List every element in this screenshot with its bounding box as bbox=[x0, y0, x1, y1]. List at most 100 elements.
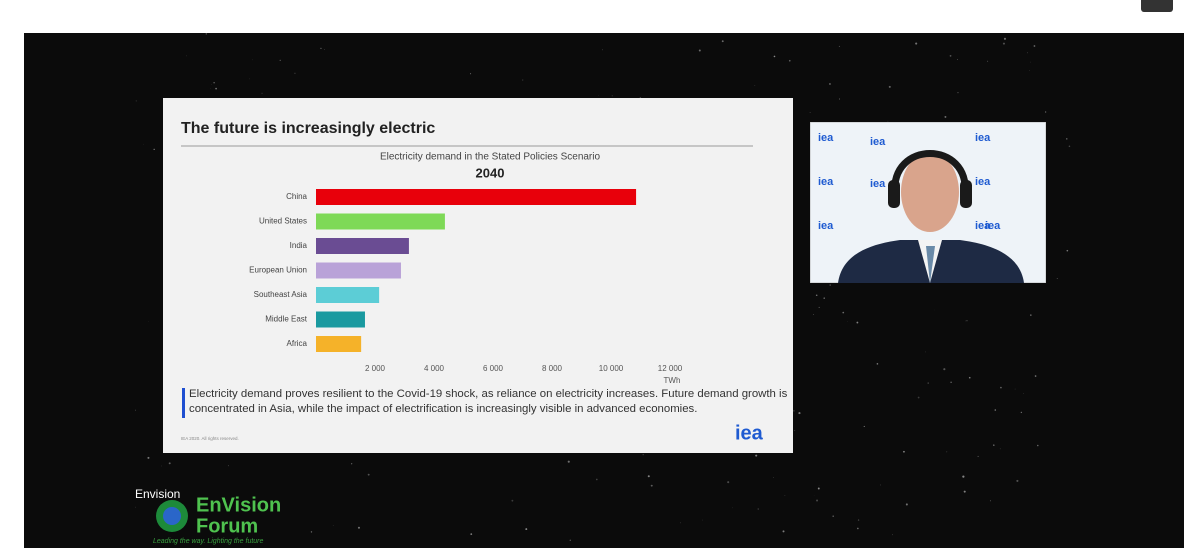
star bbox=[793, 410, 795, 412]
chart: The future is increasingly electric Elec… bbox=[181, 120, 764, 444]
star bbox=[755, 454, 758, 457]
menu-button[interactable] bbox=[1141, 0, 1173, 12]
star bbox=[650, 484, 653, 487]
star bbox=[135, 100, 137, 102]
star bbox=[147, 456, 150, 459]
star bbox=[1030, 314, 1032, 316]
star bbox=[1066, 249, 1069, 252]
star bbox=[227, 465, 229, 467]
brand-line: EnVision bbox=[196, 494, 281, 516]
star bbox=[1016, 479, 1019, 482]
star bbox=[351, 463, 353, 465]
x-tick-label: 10 000 bbox=[599, 364, 624, 373]
star bbox=[320, 47, 322, 49]
slide-title: The future is increasingly electric bbox=[181, 120, 435, 137]
star bbox=[999, 448, 1001, 450]
star bbox=[567, 460, 570, 463]
star bbox=[946, 451, 948, 453]
bar bbox=[316, 287, 380, 303]
star bbox=[784, 495, 786, 496]
star bbox=[927, 382, 929, 384]
star bbox=[943, 368, 946, 371]
y-tick-label: United States bbox=[259, 217, 307, 226]
star bbox=[823, 297, 825, 299]
head bbox=[901, 152, 959, 232]
star bbox=[962, 475, 965, 478]
star bbox=[754, 85, 756, 86]
y-tick-label: European Union bbox=[249, 266, 307, 275]
star bbox=[773, 476, 774, 478]
y-tick-label: India bbox=[290, 241, 308, 250]
star bbox=[642, 454, 644, 456]
y-tick-label: Africa bbox=[287, 339, 308, 348]
star bbox=[880, 484, 881, 486]
star bbox=[957, 92, 959, 94]
star bbox=[215, 87, 217, 90]
webcam-logo: iea bbox=[818, 220, 834, 232]
star bbox=[210, 88, 211, 90]
x-tick-label: 2 000 bbox=[365, 364, 386, 373]
star bbox=[1002, 42, 1005, 45]
participant-name: Envision bbox=[135, 487, 180, 501]
star bbox=[917, 396, 920, 399]
star bbox=[842, 311, 845, 314]
star bbox=[525, 528, 528, 531]
webcam-logo: iea bbox=[870, 136, 886, 148]
star bbox=[857, 519, 860, 521]
star bbox=[757, 508, 759, 510]
star bbox=[1020, 411, 1023, 414]
star bbox=[773, 55, 776, 58]
star bbox=[310, 531, 313, 533]
star bbox=[798, 412, 801, 415]
star bbox=[994, 409, 997, 411]
star bbox=[915, 42, 918, 45]
y-tick-label: Southeast Asia bbox=[254, 290, 308, 299]
caption-marker bbox=[182, 388, 185, 418]
star bbox=[818, 484, 820, 486]
star bbox=[1044, 111, 1047, 113]
star bbox=[989, 500, 991, 502]
bar bbox=[316, 189, 637, 205]
star bbox=[470, 533, 473, 536]
slide-footer: IEA 2020. All rights reserved. bbox=[181, 436, 239, 441]
star bbox=[949, 54, 952, 57]
star bbox=[903, 450, 905, 453]
star bbox=[1029, 70, 1030, 71]
headphones bbox=[891, 150, 969, 195]
star bbox=[135, 506, 136, 508]
star bbox=[832, 515, 834, 517]
slide-logo: iea bbox=[735, 422, 764, 444]
star bbox=[815, 294, 818, 297]
star bbox=[511, 499, 514, 502]
star bbox=[887, 120, 889, 122]
star bbox=[205, 33, 208, 35]
star bbox=[279, 59, 281, 61]
slide-caption: Electricity demand proves resilient to t… bbox=[189, 388, 788, 415]
y-tick-label: China bbox=[286, 192, 307, 201]
star bbox=[977, 455, 979, 457]
webcam-logo: iea bbox=[870, 178, 886, 190]
star bbox=[1034, 375, 1037, 377]
webcam-logo: iea bbox=[818, 132, 834, 144]
star bbox=[863, 425, 865, 428]
star bbox=[1056, 278, 1058, 279]
star bbox=[963, 490, 966, 493]
star bbox=[470, 73, 472, 75]
star bbox=[925, 351, 926, 353]
brand-overlay: Envision EnVision Forum Leading the way.… bbox=[135, 487, 281, 545]
star bbox=[809, 112, 811, 113]
star bbox=[161, 465, 162, 467]
star bbox=[957, 58, 958, 60]
tie bbox=[926, 246, 935, 283]
star bbox=[1000, 386, 1002, 389]
star bbox=[892, 534, 893, 536]
star bbox=[788, 59, 791, 62]
bar bbox=[316, 213, 445, 230]
earcup bbox=[888, 180, 900, 208]
star bbox=[698, 49, 701, 52]
star bbox=[153, 148, 155, 150]
star bbox=[332, 525, 334, 526]
star bbox=[602, 49, 603, 51]
star bbox=[966, 320, 968, 322]
